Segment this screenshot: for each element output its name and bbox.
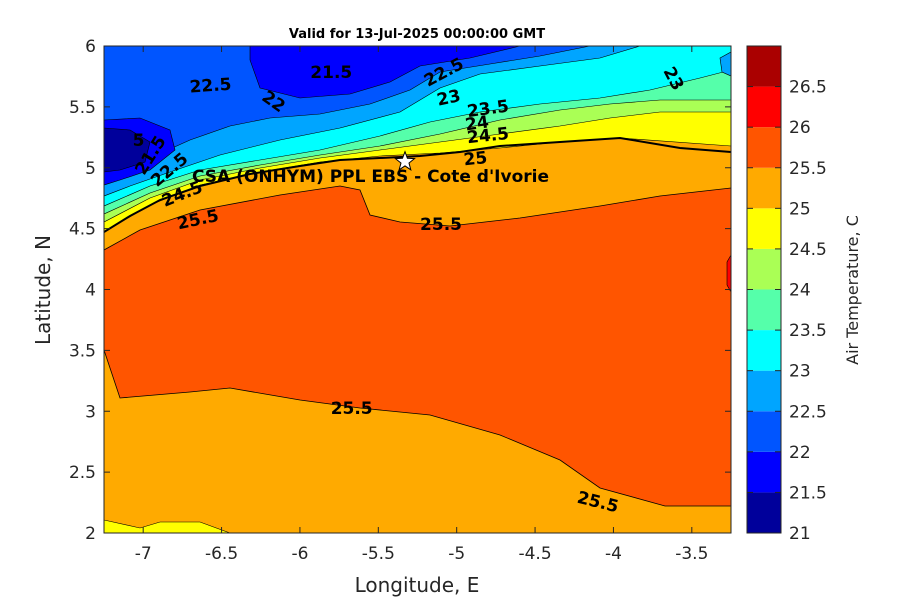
colorbar-tick-label: 24 bbox=[789, 281, 811, 301]
colorbar-swatch bbox=[747, 370, 781, 412]
x-tick-label: -4.5 bbox=[518, 544, 551, 564]
y-tick-label: 2.5 bbox=[69, 463, 96, 483]
colorbar-swatch bbox=[747, 451, 781, 493]
colorbar-swatch bbox=[747, 46, 781, 87]
contour-label: 5 bbox=[133, 131, 145, 151]
x-tick-label: -7 bbox=[135, 544, 152, 564]
contour-label: 21.5 bbox=[310, 63, 352, 83]
y-tick-label: 4.5 bbox=[69, 220, 96, 240]
colorbar-tick-label: 25.5 bbox=[789, 159, 827, 179]
x-tick-label: -5.5 bbox=[362, 544, 395, 564]
colorbar-tick-label: 24.5 bbox=[789, 240, 827, 260]
x-axis-label: Longitude, E bbox=[355, 573, 480, 597]
colorbar-tick-label: 22.5 bbox=[789, 402, 827, 422]
contour-label: 25 bbox=[463, 148, 489, 170]
contour-label: 24.5 bbox=[466, 124, 510, 148]
x-tick-label: -6 bbox=[291, 544, 308, 564]
x-tick-label: -3.5 bbox=[675, 544, 708, 564]
colorbar-swatch bbox=[747, 330, 781, 371]
y-axis-ticks: 22.533.544.555.56 bbox=[69, 37, 731, 544]
colorbar-tick-label: 22 bbox=[789, 443, 811, 463]
contour-label: 22.5 bbox=[189, 75, 232, 98]
x-tick-label: -5 bbox=[448, 544, 465, 564]
band-22-5-patch bbox=[719, 51, 731, 77]
contour-label: 25.5 bbox=[331, 399, 373, 419]
y-tick-label: 2 bbox=[85, 524, 96, 544]
contour-label: 25.5 bbox=[420, 215, 462, 235]
colorbar-tick-label: 25 bbox=[789, 199, 811, 219]
plot-area: 21.522.52222.5232323.52424.52525.525.525… bbox=[104, 46, 731, 533]
colorbar-swatch bbox=[747, 289, 781, 331]
colorbar-tick-label: 26.5 bbox=[789, 78, 827, 98]
colorbar-tick-label: 23 bbox=[789, 362, 811, 382]
colorbar-swatch bbox=[747, 492, 781, 533]
colorbar-swatch bbox=[747, 248, 781, 290]
y-tick-label: 5 bbox=[85, 159, 96, 179]
band-21-5 bbox=[104, 46, 521, 186]
colorbar-tick-label: 21 bbox=[789, 524, 811, 544]
contour-label: 23 bbox=[435, 86, 462, 110]
y-axis-label: Latitude, N bbox=[31, 235, 55, 345]
y-tick-label: 3.5 bbox=[69, 341, 96, 361]
colorbar-swatch bbox=[747, 167, 781, 209]
band-26 bbox=[726, 254, 731, 293]
band-25-5 bbox=[104, 185, 731, 507]
colorbar-tick-label: 21.5 bbox=[789, 483, 827, 503]
contour-label: 24 bbox=[464, 112, 490, 135]
colorbar-swatch bbox=[747, 411, 781, 452]
colorbar-label: Air Temperature, C bbox=[843, 215, 862, 365]
colorbar-swatch bbox=[747, 208, 781, 249]
band-24-5-bottom bbox=[104, 519, 231, 533]
x-axis-ticks: -7 -6.5 -6 -5.5 -5 -4.5 -4 -3.5 bbox=[135, 46, 708, 564]
x-tick-label: -6.5 bbox=[205, 544, 238, 564]
band-21 bbox=[104, 127, 151, 173]
location-label: CSA (ONHYM) PPL EBS - Cote d'Ivorie bbox=[192, 167, 549, 187]
colorbar-tick-label: 23.5 bbox=[789, 321, 827, 341]
colorbar-tick-label: 26 bbox=[789, 118, 811, 138]
chart-title: Valid for 13-Jul-2025 00:00:00 GMT bbox=[289, 27, 545, 42]
location-star-icon bbox=[394, 150, 416, 171]
y-tick-label: 5.5 bbox=[69, 98, 96, 118]
colorbar-ticks: 21 21.5 22 22.5 23 23.5 24 24.5 25 25.5 26 26.5 bbox=[747, 78, 827, 544]
coastline bbox=[104, 136, 731, 233]
colorbar-swatch bbox=[747, 86, 781, 128]
x-tick-label: -4 bbox=[605, 544, 622, 564]
y-tick-label: 4 bbox=[85, 281, 96, 301]
y-tick-label: 6 bbox=[85, 37, 96, 57]
colorbar-swatch bbox=[747, 127, 781, 168]
colorbar bbox=[747, 46, 781, 533]
y-tick-label: 3 bbox=[85, 402, 96, 422]
